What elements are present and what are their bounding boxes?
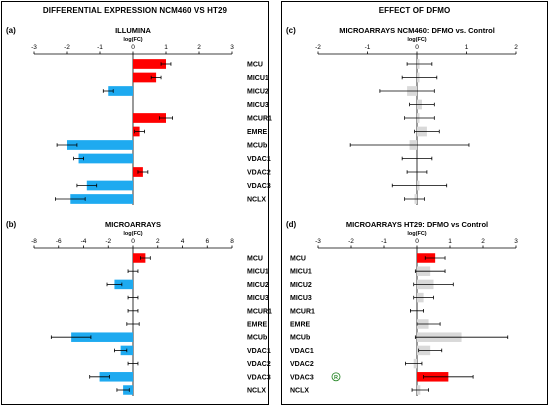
panel-d-category-label-vdac1: VDAC1 [290, 348, 314, 355]
right-figure-panel: EFFECT OF DFMO [281, 1, 548, 405]
panel-b-bar-mcu [133, 253, 146, 263]
panel-b-category-label-micu2: MICU2 [247, 282, 269, 289]
panel-a-bar-mcu [133, 59, 166, 69]
panel-b-tick-label-4: 0 [131, 238, 135, 245]
panel-d-tick-label-6: 3 [514, 238, 518, 245]
panel-b-category-label-mcub: MCUb [247, 335, 267, 342]
panel-b-category-label-mcu: MCU [247, 256, 263, 263]
right-section-title: EFFECT OF DFMO [378, 6, 451, 15]
panel-a-tick-label-4: 1 [164, 44, 168, 51]
panel-b-tick-label-6: 4 [181, 238, 185, 245]
panel-b-title: MICROARRAYS [105, 220, 161, 229]
panel-b-tick-label-0: -8 [31, 238, 37, 245]
panel-a-category-label-micu1: MICU1 [247, 75, 269, 82]
panel-d-category-label-nclx: NCLX [290, 388, 309, 395]
panel-c-tick-label-1: -1 [365, 44, 371, 51]
panel-d-category-label-mcub: MCUb [290, 335, 310, 342]
panel-b-category-label-emre: EMRE [247, 322, 268, 329]
panel-a-bar-micu2 [108, 86, 133, 96]
panel-b-tick-label-1: -6 [56, 238, 62, 245]
panel-d-xlabel: log(FC) [407, 231, 426, 237]
panel-d-tick-label-5: 2 [481, 238, 485, 245]
panel-b-category-label-vdac2: VDAC2 [247, 361, 271, 368]
panel-b-category-label-micu1: MICU1 [247, 269, 269, 276]
panel-a-category-label-mcub: MCUb [247, 143, 267, 150]
panel-d-annotation-text-0: R [334, 375, 338, 381]
panel-a-tick-label-1: -2 [64, 44, 70, 51]
panel-b-category-label-vdac1: VDAC1 [247, 348, 271, 355]
panel-d-category-label-mcu: MCU [290, 256, 306, 263]
panel-a-tick-label-2: -1 [97, 44, 103, 51]
left-section-title: DIFFERENTIAL EXPRESSION NCM460 VS HT29 [42, 6, 228, 15]
panel-c-tick-label-0: -2 [315, 44, 321, 51]
panel-b-tick-label-2: -4 [81, 238, 87, 245]
panel-a-tick-label-5: 2 [197, 44, 201, 51]
panel-b-tick-label-5: 2 [156, 238, 160, 245]
panel-b-letter: (b) [6, 220, 17, 229]
panel-b-tick-label-3: -2 [105, 238, 111, 245]
panel-a-bar-vdac3 [86, 180, 133, 191]
panel-a-tick-label-3: 0 [131, 44, 135, 51]
panel-a-category-label-micu2: MICU2 [247, 89, 269, 96]
panel-a-xlabel: log(FC) [123, 37, 142, 43]
panel-c-tick-label-4: 2 [514, 44, 518, 51]
panel-c-tick-label-2: 0 [415, 44, 419, 51]
panel-a-tick-label-0: -3 [31, 44, 37, 51]
panel-a-bar-nclx [70, 194, 133, 204]
panel-b-bar-mcub [71, 332, 133, 342]
panel-d-category-label-micu3: MICU3 [290, 295, 312, 302]
panel-b-tick-label-8: 8 [230, 238, 234, 245]
panel-a-bar-mcur1 [133, 113, 166, 123]
panel-d-category-label-micu1: MICU1 [290, 269, 312, 276]
panel-d-tick-label-1: -2 [348, 238, 354, 245]
panel-b-bar-micu2 [114, 279, 133, 290]
panel-d-tick-label-2: -1 [381, 238, 387, 245]
panel-a-bar-vdac1 [78, 153, 133, 164]
panel-b-tick-label-7: 6 [205, 238, 209, 245]
panel-d-tick-label-4: 1 [448, 238, 452, 245]
panel-a-tick-label-6: 3 [230, 44, 234, 51]
panel-b-category-label-nclx: NCLX [247, 388, 266, 395]
panel-a-category-label-mcur1: MCUR1 [247, 116, 272, 123]
panel-d-letter: (d) [286, 220, 297, 229]
panel-a-category-label-vdac1: VDAC1 [247, 156, 271, 163]
panel-a-letter: (a) [6, 26, 16, 35]
panel-b-category-label-mcur1: MCUR1 [247, 308, 272, 315]
panel-c-letter: (c) [286, 26, 296, 35]
panel-a-category-label-vdac3: VDAC3 [247, 183, 271, 190]
panel-d-title: MICROARRAYS HT29: DFMO vs Control [346, 220, 488, 229]
panel-d-category-label-vdac3: VDAC3 [290, 374, 314, 381]
panel-b-xlabel: log(FC) [123, 231, 142, 237]
panel-a-category-label-micu3: MICU3 [247, 102, 269, 109]
panel-d-category-label-micu2: MICU2 [290, 282, 312, 289]
panel-c-xlabel: log(FC) [407, 37, 426, 43]
panel-c-title: MICROARRAYS NCM460: DFMO vs. Control [339, 26, 495, 35]
panel-a-category-label-mcu: MCU [247, 62, 263, 69]
panel-d-category-label-mcur1: MCUR1 [290, 308, 315, 315]
panel-a-bar-micu1 [133, 72, 157, 83]
panel-d-category-label-vdac2: VDAC2 [290, 361, 314, 368]
panel-d-category-label-emre: EMRE [290, 322, 311, 329]
panel-d-tick-label-3: 0 [415, 238, 419, 245]
panel-b-category-label-vdac3: VDAC3 [247, 374, 271, 381]
panel-b-bar-vdac3 [99, 372, 133, 382]
panel-a-bar-mcub [67, 140, 133, 150]
panel-a-category-label-vdac2: VDAC2 [247, 170, 271, 177]
panel-b-category-label-micu3: MICU3 [247, 295, 269, 302]
panel-a-title: ILLUMINA [115, 26, 151, 35]
panel-c-tick-label-3: 1 [465, 44, 469, 51]
panel-a-category-label-nclx: NCLX [247, 197, 266, 204]
panel-a-category-label-emre: EMRE [247, 129, 268, 136]
panel-d-tick-label-0: -3 [315, 238, 321, 245]
panel-d-annotation-marker-0 [331, 372, 341, 382]
